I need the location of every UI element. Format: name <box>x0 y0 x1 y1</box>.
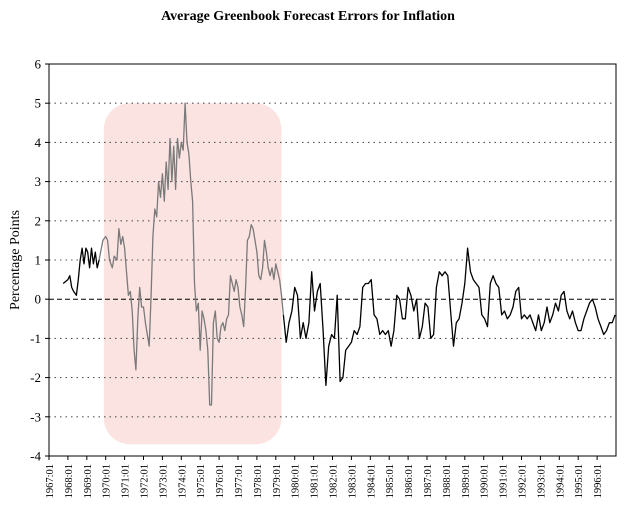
x-tick-label: 1996:01 <box>593 464 604 498</box>
y-tick-label: 4 <box>35 135 42 150</box>
y-tick-label: 3 <box>35 174 42 189</box>
x-tick-label: 1990:01 <box>480 464 491 498</box>
x-tick-label: 1987:01 <box>423 464 434 498</box>
x-tick-label: 1971:01 <box>121 464 132 498</box>
x-tick-label: 1973:01 <box>158 464 169 498</box>
x-tick-label: 1986:01 <box>404 464 415 498</box>
x-tick-label: 1974:01 <box>177 464 188 498</box>
y-tick-label: 1 <box>35 253 42 268</box>
x-tick-label: 1981:01 <box>310 464 321 498</box>
highlight-layer <box>103 103 282 445</box>
y-tick-labels: -4 -3 -2 -1 0 1 2 3 4 5 6 <box>30 57 49 464</box>
highlight-region <box>103 103 282 445</box>
y-tick-label: 0 <box>35 292 42 307</box>
y-axis-label: Percentage Points <box>8 210 23 310</box>
x-tick-label: 1975:01 <box>196 464 207 498</box>
x-tick-label: 1978:01 <box>253 464 264 498</box>
y-tick-label: 6 <box>35 57 42 72</box>
y-tick-label: -1 <box>30 331 41 346</box>
x-tick-label: 1992:01 <box>518 464 529 498</box>
x-tick-label: 1972:01 <box>140 464 151 498</box>
x-tick-label: 1985:01 <box>385 464 396 498</box>
x-tick-label: 1980:01 <box>291 464 302 498</box>
x-tick-label: 1989:01 <box>461 464 472 498</box>
x-tick-label: 1983:01 <box>347 464 358 498</box>
series-line-0 <box>62 247 100 296</box>
y-tick-label: 5 <box>35 96 42 111</box>
x-tick-label: 1984:01 <box>366 464 377 498</box>
series-line-1 <box>98 102 285 406</box>
series-line-2 <box>282 247 616 387</box>
x-tick-label: 1993:01 <box>536 464 547 498</box>
y-tick-label: -3 <box>30 409 41 424</box>
x-tick-label: 1994:01 <box>555 464 566 498</box>
chart-title: Average Greenbook Forecast Errors for In… <box>161 9 455 24</box>
x-tick-label: 1970:01 <box>102 464 113 498</box>
x-tick-label: 1979:01 <box>272 464 283 498</box>
x-tick-label: 1976:01 <box>215 464 226 498</box>
x-tick-label: 1969:01 <box>83 464 94 498</box>
y-tick-label: 2 <box>35 213 42 228</box>
series-layer <box>62 102 616 406</box>
x-tick-label: 1991:01 <box>499 464 510 498</box>
y-tick-label: -2 <box>30 370 41 385</box>
x-tick-label: 1977:01 <box>234 464 245 498</box>
x-tick-label: 1988:01 <box>442 464 453 498</box>
y-tick-label: -4 <box>30 449 41 464</box>
x-tick-label: 1982:01 <box>329 464 340 498</box>
x-tick-labels: 1967:01 1968:01 1969:01 1970:01 1971:01 1972:… <box>45 456 604 498</box>
x-tick-label: 1967:01 <box>45 464 56 498</box>
x-tick-label: 1968:01 <box>64 464 75 498</box>
x-tick-label: 1995:01 <box>574 464 585 498</box>
